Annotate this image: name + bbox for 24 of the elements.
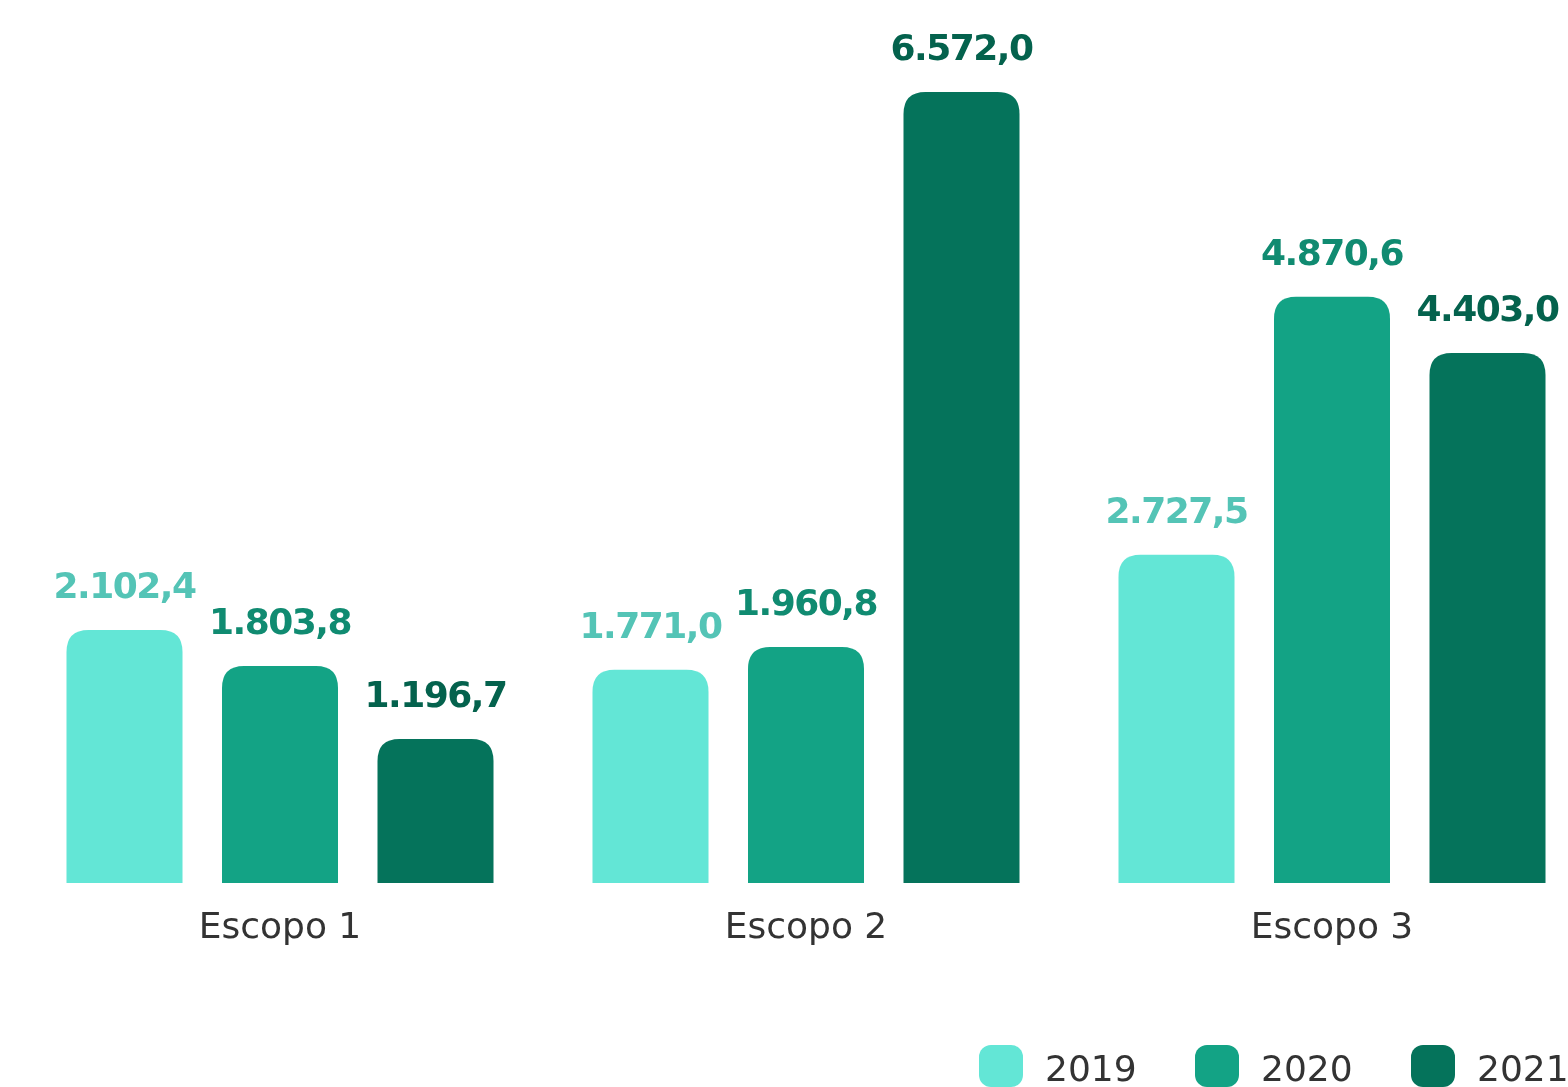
data-label: 1.196,7 (364, 673, 507, 715)
data-label: 4.403,0 (1416, 288, 1559, 330)
bar (377, 738, 494, 883)
legend-label: 2021 (1477, 1048, 1568, 1087)
data-label: 2.102,4 (53, 564, 196, 606)
data-label: 2.727,5 (1105, 489, 1248, 531)
bar (748, 647, 864, 883)
data-label: 6.572,0 (890, 27, 1033, 68)
data-label: 1.960,8 (734, 582, 878, 623)
legend-label: 2020 (1261, 1048, 1353, 1087)
data-label: 1.771,0 (579, 604, 722, 646)
bar (903, 92, 1020, 883)
bar (592, 669, 709, 883)
x-tick-label: Escopo 3 (1250, 905, 1414, 946)
bar (1118, 554, 1235, 883)
bar (222, 665, 338, 883)
bar (1429, 353, 1546, 883)
bar (1274, 296, 1390, 883)
bar (66, 629, 183, 883)
data-label: 4.870,6 (1260, 231, 1404, 273)
legend-label: 2019 (1045, 1048, 1137, 1087)
data-label: 1.803,8 (208, 600, 352, 642)
x-tick-label: Escopo 2 (724, 905, 888, 946)
x-tick-label: Escopo 1 (198, 905, 362, 946)
